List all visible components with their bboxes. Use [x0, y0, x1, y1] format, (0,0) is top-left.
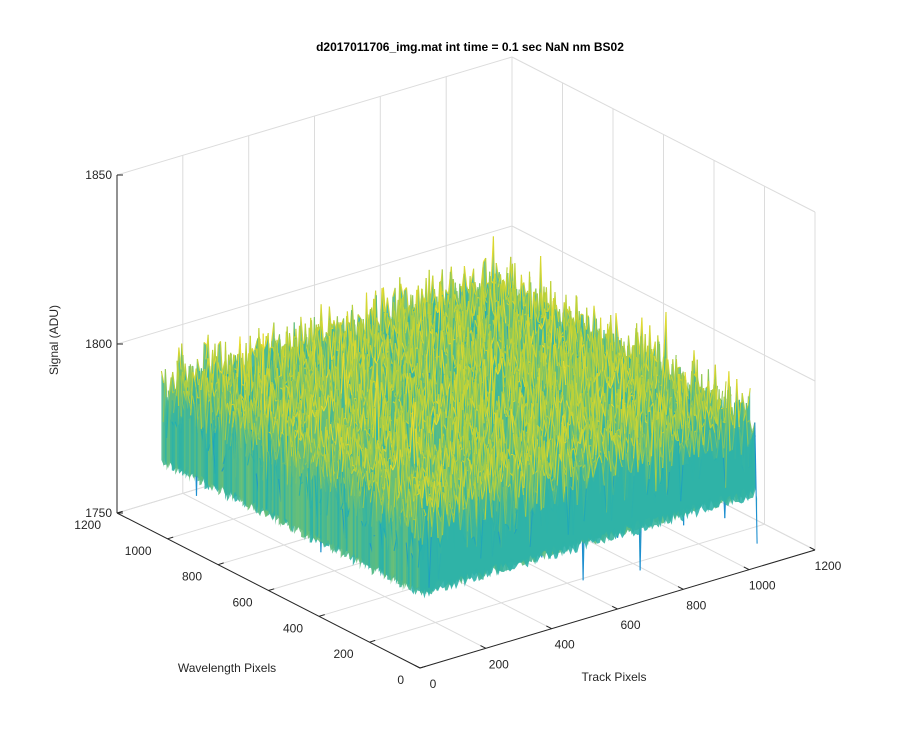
surface-segment [382, 287, 387, 316]
surface-segment [178, 347, 182, 370]
surface-segment [294, 336, 297, 338]
side-wall-grid-line [511, 56, 816, 213]
surface-segment [254, 340, 258, 351]
surface-segment [184, 363, 188, 388]
surface-segment [167, 390, 172, 417]
surface-segment [325, 332, 329, 337]
surface-layer [160, 236, 758, 599]
surface-segment [164, 397, 168, 426]
surface-segment [384, 297, 388, 319]
surface-segment [477, 296, 480, 299]
surface-segment [495, 262, 500, 279]
surface-segment [203, 342, 207, 345]
surface-segment [357, 314, 361, 319]
floor-grid-line [369, 523, 765, 643]
surface-segment [168, 377, 172, 398]
surface-segment [241, 384, 245, 386]
surface-segment [196, 358, 201, 371]
surface-segment [386, 297, 391, 317]
surface-segment [162, 369, 166, 423]
chart-title: d2017011706_img.mat int time = 0.1 sec N… [316, 40, 624, 54]
back-wall-grid-line [116, 225, 513, 345]
surface-segment [445, 289, 449, 295]
surface-segment [300, 316, 304, 345]
surface-segment [169, 400, 173, 420]
surface-segment [160, 370, 165, 384]
back-wall-grid-line [116, 56, 513, 176]
surface-segment [400, 283, 404, 297]
surface-segment [430, 275, 434, 299]
surface-segment [172, 371, 176, 390]
side-wall-grid-line [511, 225, 816, 382]
